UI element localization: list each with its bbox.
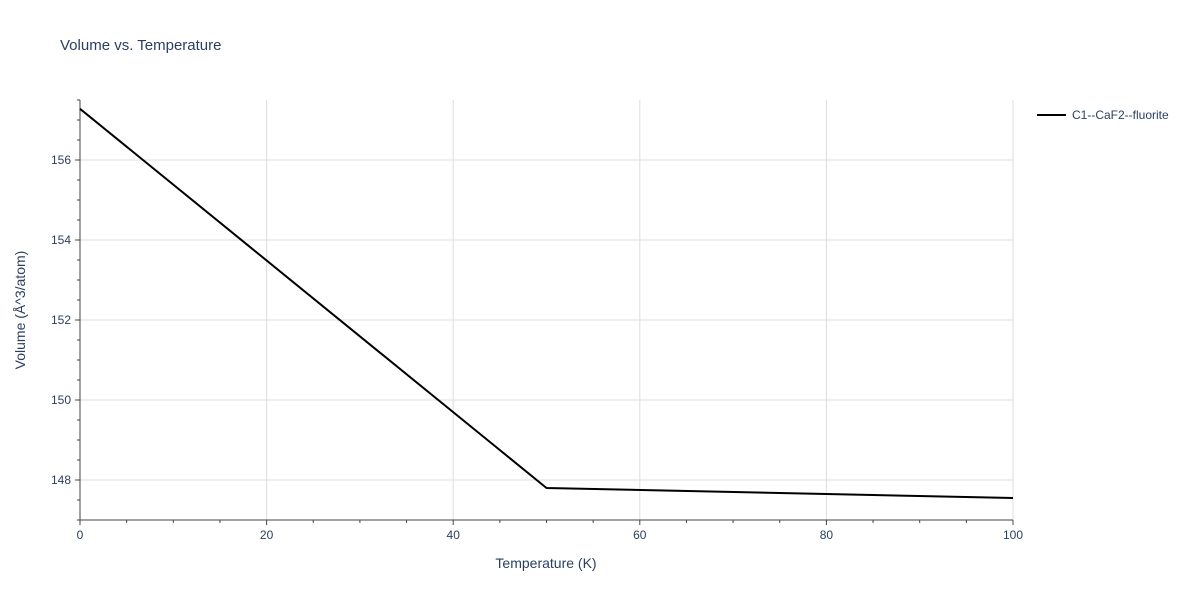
legend-label: C1--CaF2--fluorite xyxy=(1072,108,1169,122)
y-axis-title: Volume (Å^3/atom) xyxy=(12,251,28,370)
x-tick-label: 60 xyxy=(633,528,647,542)
y-tick-label: 156 xyxy=(51,153,71,167)
x-tick-label: 100 xyxy=(1003,528,1023,542)
chart-title: Volume vs. Temperature xyxy=(60,37,221,54)
x-tick-label: 40 xyxy=(447,528,461,542)
series-layer xyxy=(79,108,1014,499)
x-axis-title: Temperature (K) xyxy=(495,555,596,571)
grid-layer xyxy=(80,100,1014,520)
x-tick-label: 0 xyxy=(77,528,84,542)
y-tick-label: 150 xyxy=(51,393,71,407)
y-tick-label: 148 xyxy=(51,473,71,487)
legend[interactable]: C1--CaF2--fluorite xyxy=(1037,108,1169,122)
y-tick-label: 154 xyxy=(51,233,71,247)
series-line xyxy=(79,108,1014,499)
x-tick-label: 20 xyxy=(260,528,274,542)
y-tick-label: 152 xyxy=(51,313,71,327)
ticks-layer: 0 20 40 60 80 100 148 150 152 154 156 xyxy=(51,99,1023,542)
x-tick-label: 80 xyxy=(820,528,834,542)
